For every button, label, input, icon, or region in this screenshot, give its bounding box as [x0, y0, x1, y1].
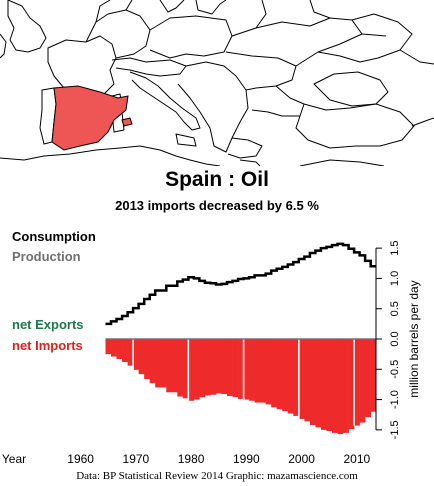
- import-bar: [331, 339, 338, 433]
- import-bar: [276, 339, 283, 410]
- consumption-line: [105, 242, 377, 326]
- north-africa-outline: [0, 145, 221, 166]
- import-bar: [193, 339, 200, 400]
- import-bar: [227, 339, 233, 396]
- spain-highlight: [51, 85, 129, 151]
- ireland-outline: [0, 33, 7, 59]
- y-tick-label: 0.5: [389, 301, 401, 316]
- x-tick-label: 1980: [178, 452, 205, 466]
- import-bar: [182, 339, 189, 399]
- france-outline: [47, 35, 117, 97]
- import-bar: [337, 339, 344, 435]
- import-bar: [111, 339, 117, 357]
- x-axis-label: Year: [2, 452, 26, 466]
- greece-outline: [227, 137, 263, 159]
- y-tick-label: -1.5: [389, 420, 401, 439]
- y-tick-label: 1.5: [389, 240, 401, 255]
- europe-map: [0, 0, 434, 166]
- import-bar: [282, 339, 289, 412]
- y-axis-label: million barrels per day: [407, 280, 421, 397]
- y-tick-label: -1.0: [389, 390, 401, 409]
- y-tick-label: 0.0: [389, 331, 401, 346]
- import-bar: [348, 339, 355, 430]
- import-bar: [359, 339, 366, 423]
- sicily-outline: [175, 133, 197, 147]
- import-bar: [315, 339, 322, 428]
- import-bar: [326, 339, 333, 432]
- import-bar: [204, 339, 211, 396]
- import-bar: [265, 339, 272, 405]
- import-bar: [149, 339, 156, 384]
- balkans-outline: [177, 61, 249, 153]
- import-bar: [166, 339, 173, 393]
- import-bar: [105, 339, 112, 355]
- import-bar: [127, 339, 134, 366]
- import-bar: [238, 339, 244, 399]
- x-tick-label: 2010: [344, 452, 371, 466]
- import-bar: [365, 339, 371, 418]
- import-bar: [271, 339, 278, 408]
- import-bar: [304, 339, 311, 422]
- italy-outline: [129, 71, 201, 131]
- import-bar: [177, 339, 184, 397]
- import-bar: [232, 339, 239, 398]
- import-bar: [249, 339, 255, 401]
- x-tick-label: 1970: [123, 452, 150, 466]
- germany-outline: [85, 9, 151, 59]
- import-bar: [155, 339, 162, 388]
- balearic-highlight: [121, 117, 133, 127]
- import-bar: [370, 339, 377, 412]
- x-tick-label: 1960: [67, 452, 94, 466]
- import-bar: [293, 339, 300, 416]
- import-bar: [138, 339, 145, 375]
- import-bar: [210, 339, 217, 395]
- import-bar: [287, 339, 294, 414]
- import-bar: [215, 339, 222, 394]
- import-bar: [260, 339, 266, 403]
- x-tick-label: 1990: [233, 452, 260, 466]
- import-bar: [309, 339, 316, 426]
- chart-title: Spain : Oil: [165, 168, 269, 191]
- import-bar: [122, 339, 128, 363]
- legend-net-imports: net Imports: [12, 338, 83, 353]
- legend-production: Production: [12, 249, 81, 264]
- import-bar: [160, 339, 167, 388]
- import-bar: [354, 339, 360, 426]
- import-bar: [116, 339, 123, 359]
- import-bar: [243, 339, 250, 400]
- britain-outline: [7, 0, 47, 53]
- legend-consumption: Consumption: [12, 229, 96, 244]
- import-bar: [199, 339, 206, 398]
- chart-subtitle: 2013 imports decreased by 6.5 %: [115, 198, 319, 213]
- poland-outline: [149, 15, 233, 59]
- import-bar: [343, 339, 349, 433]
- import-bar: [221, 339, 228, 395]
- turkey-outline: [295, 103, 415, 149]
- x-tick-label: 2000: [288, 452, 315, 466]
- import-bar: [298, 339, 305, 419]
- y-tick-label: -0.5: [389, 360, 401, 379]
- import-bar: [188, 339, 195, 401]
- alps-outline: [111, 57, 187, 77]
- y-tick-label: 1.0: [389, 271, 401, 286]
- import-bar: [171, 339, 178, 393]
- import-bar: [320, 339, 327, 430]
- import-bar: [144, 339, 150, 379]
- legend-net-exports: net Exports: [12, 317, 84, 332]
- import-bar: [133, 339, 139, 370]
- import-bar: [254, 339, 261, 403]
- black-sea-outline: [313, 71, 389, 107]
- footer-credit: Data: BP Statistical Review 2014 Graphic…: [76, 470, 358, 482]
